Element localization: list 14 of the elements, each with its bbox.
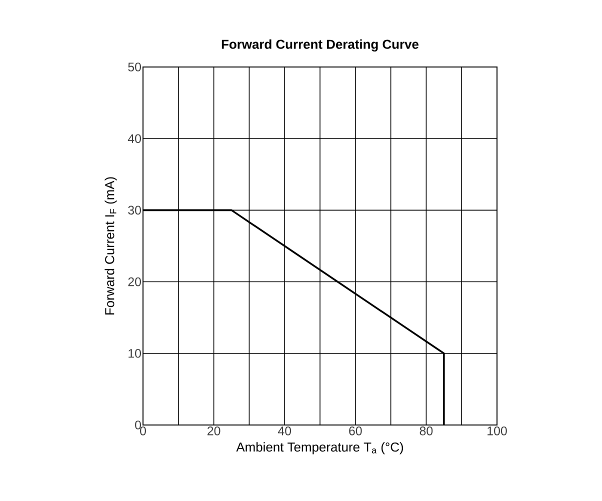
x-tick-label: 100 (488, 426, 507, 436)
x-tick-label: 60 (349, 426, 362, 436)
x-tick-label: 80 (420, 426, 433, 436)
x-axis-title: Ambient Temperature T$_{a}$ (°C) (236, 442, 404, 454)
x-tick-label: 40 (278, 426, 292, 436)
chart-title: Forward Current Derating Curve (222, 39, 419, 52)
y-tick-label: 0 (135, 420, 141, 430)
y-tick-label: 30 (128, 206, 141, 215)
y-axis-title: Forward Current I$_{F}$ (mA) (104, 177, 117, 315)
y-tick-label: 10 (128, 348, 141, 358)
y-tick-label: 50 (128, 62, 141, 72)
y-tick-label: 20 (128, 277, 141, 286)
y-tick-label: 40 (128, 134, 141, 143)
x-tick-label: 20 (208, 426, 220, 436)
